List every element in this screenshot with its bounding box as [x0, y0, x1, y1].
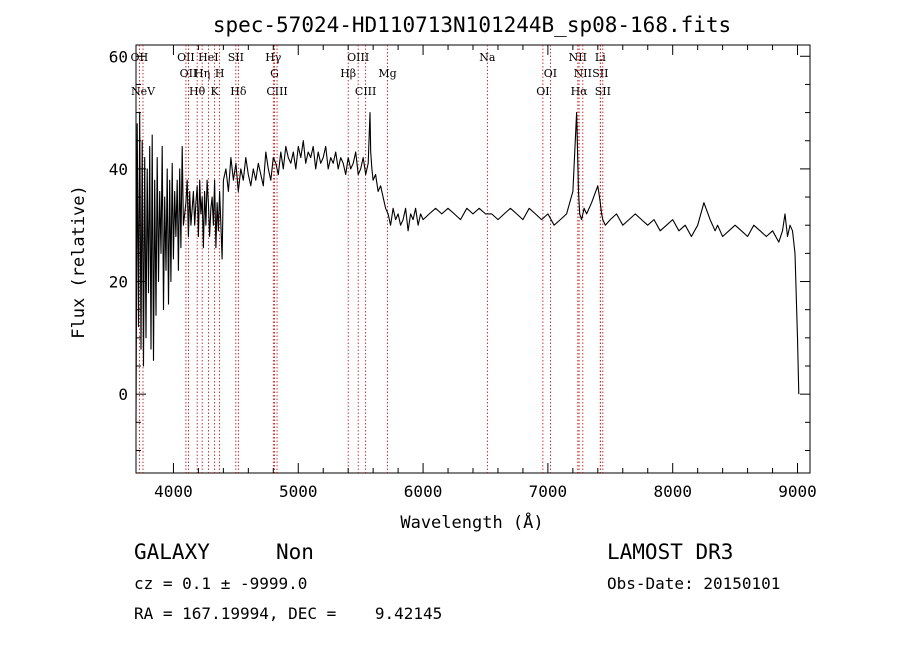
y-axis-label: Flux (relative) [69, 185, 89, 339]
chart-title: spec-57024-HD110713N101244B_sp08-168.fit… [213, 13, 731, 37]
y-tick-label-20: 20 [109, 273, 128, 292]
x-tick-label-4000: 4000 [154, 482, 193, 501]
plot-border [135, 44, 811, 474]
line-label-10: SII [228, 51, 244, 64]
plot-frame [135, 44, 811, 474]
line-label-22: NII [574, 67, 592, 80]
line-label-20: OI [536, 85, 549, 98]
line-label-8: H [215, 67, 225, 80]
y-tick-label-40: 40 [109, 160, 128, 179]
ra-dec: RA = 167.19994, DEC = 9.42145 [134, 604, 443, 623]
line-label-11: Hγ [265, 51, 282, 64]
line-label-7: K [211, 85, 220, 98]
line-label-19: OI [544, 67, 557, 80]
x-tick-label-7000: 7000 [529, 482, 568, 501]
observation-date: Obs-Date: 20150101 [607, 574, 781, 593]
line-label-4: Hθ [189, 85, 206, 98]
survey-name: LAMOST DR3 [607, 540, 734, 564]
line-label-17: Mg [378, 67, 396, 80]
line-label-5: Hη [194, 67, 210, 80]
object-subclass: Non [276, 540, 314, 564]
series-layer [135, 112, 800, 423]
line-label-16: CIII [355, 85, 376, 98]
x-tick-label-6000: 6000 [404, 482, 443, 501]
line-label-26: SII [595, 85, 611, 98]
y-tick-label-0: 0 [118, 385, 128, 404]
x-tick-label-9000: 9000 [778, 482, 817, 501]
line-label-3: OII [180, 67, 198, 80]
x-axis: 4000 5000 6000 7000 8000 9000 [154, 45, 817, 501]
series-0 [135, 112, 800, 423]
object-class: GALAXY [134, 540, 210, 564]
line-label-18: Na [479, 51, 496, 64]
line-label-24: Li [595, 51, 606, 64]
line-label-0: NeV [131, 85, 156, 98]
line-label-25: SII [592, 67, 608, 80]
line-label-6: HeI [198, 51, 218, 64]
y-tick-label-60: 60 [109, 47, 128, 66]
x-axis-label: Wavelength (Å) [400, 511, 543, 533]
y-axis: 0 20 40 60 [109, 47, 810, 451]
line-label-2: OII [177, 51, 195, 64]
line-label-14: OIII [347, 51, 369, 64]
line-label-9: Hδ [230, 85, 247, 98]
line-label-12: G [270, 67, 279, 80]
emission-line-markers: NeV OII OII OII Hθ Hη HeI KH Hδ SII Hγ G CIII OIII Hβ C… [131, 45, 611, 473]
line-label-23: Hα [571, 85, 589, 98]
x-tick-label-8000: 8000 [653, 482, 692, 501]
line-label-21: NII [569, 51, 587, 64]
line-label-13: CIII [266, 85, 287, 98]
line-label-15: Hβ [340, 67, 356, 80]
line-label-1: OII [131, 51, 149, 64]
x-tick-label-5000: 5000 [279, 482, 318, 501]
redshift-cz: cz = 0.1 ± -9999.0 [134, 574, 308, 593]
